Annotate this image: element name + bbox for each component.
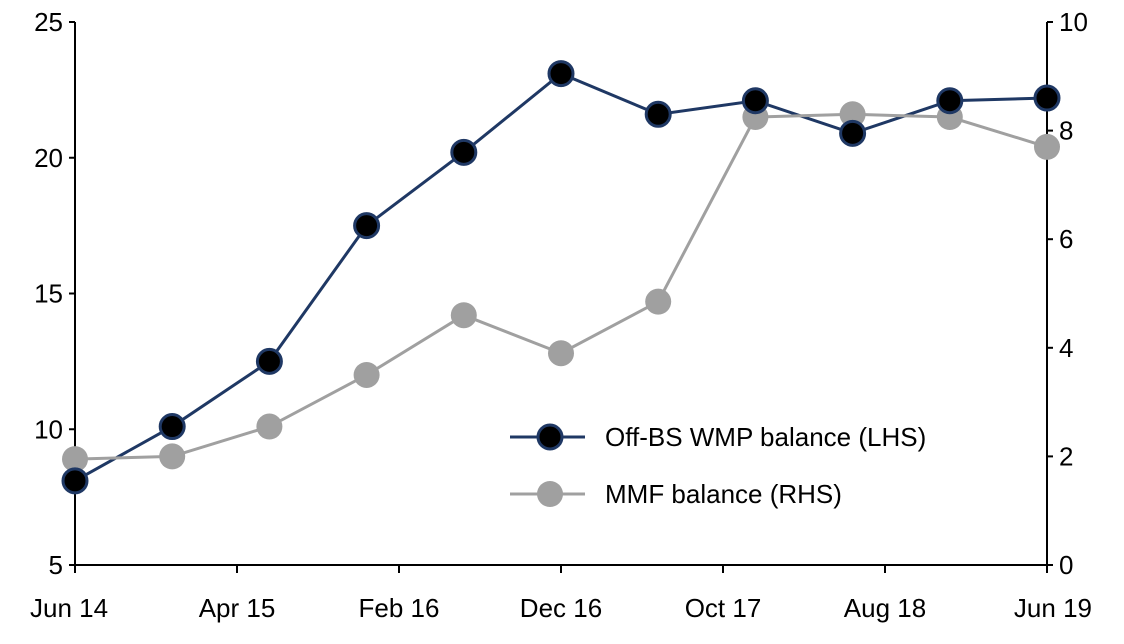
series-layer <box>61 60 1061 495</box>
wmp-point <box>450 138 478 166</box>
axes: 5 10 15 20 25 0 2 4 6 8 10 Jun 14 Apr 15 Feb 16 Dec 16… <box>30 7 1092 623</box>
left-tick-label: 15 <box>34 279 63 309</box>
mmf-point <box>839 101 866 128</box>
wmp-point <box>353 212 381 240</box>
x-tick-label: Feb 16 <box>359 593 440 623</box>
legend-marker <box>537 481 563 507</box>
right-tick-label: 10 <box>1059 7 1088 37</box>
x-tick-label: Oct 17 <box>685 593 762 623</box>
x-tick-label: Aug 18 <box>844 593 926 623</box>
x-tick-label: Apr 15 <box>199 593 276 623</box>
wmp-point <box>936 87 964 115</box>
right-tick-label: 8 <box>1059 116 1073 146</box>
wmp-point <box>644 100 672 128</box>
x-tick-label: Jun 14 <box>30 593 108 623</box>
wmp-point <box>547 60 575 88</box>
right-tick-label: 0 <box>1059 550 1073 580</box>
right-tick-label: 2 <box>1059 441 1073 471</box>
legend: Off-BS WMP balance (LHS) MMF balance (RHS… <box>510 422 926 509</box>
legend-label: Off-BS WMP balance (LHS) <box>605 422 926 452</box>
wmp-point <box>61 467 89 495</box>
mmf-point <box>62 446 88 473</box>
mmf-point <box>645 288 672 315</box>
left-tick-label: 25 <box>34 7 63 37</box>
right-tick-label: 6 <box>1059 224 1073 254</box>
mmf-point <box>353 361 380 388</box>
x-tick-label: Jun 19 <box>1014 593 1092 623</box>
wmp-point <box>255 347 283 375</box>
legend-marker <box>536 423 564 451</box>
x-tick-label: Dec 16 <box>520 593 602 623</box>
wmp-point <box>1033 84 1061 112</box>
mmf-point <box>450 302 477 329</box>
wmp-point <box>741 87 769 115</box>
left-tick-label: 20 <box>34 143 63 173</box>
mmf-point <box>548 340 574 367</box>
left-tick-label: 5 <box>49 550 63 580</box>
wmp-point <box>158 413 186 441</box>
series-line-1 <box>74 112 1048 461</box>
left-tick-label: 10 <box>34 414 63 444</box>
mmf-point <box>1034 133 1060 160</box>
mmf-point <box>256 413 283 440</box>
right-tick-label: 4 <box>1059 333 1073 363</box>
mmf-point <box>159 443 186 470</box>
series-line-0 <box>74 71 1048 483</box>
wmp-point <box>839 119 867 147</box>
legend-label: MMF balance (RHS) <box>605 479 842 509</box>
